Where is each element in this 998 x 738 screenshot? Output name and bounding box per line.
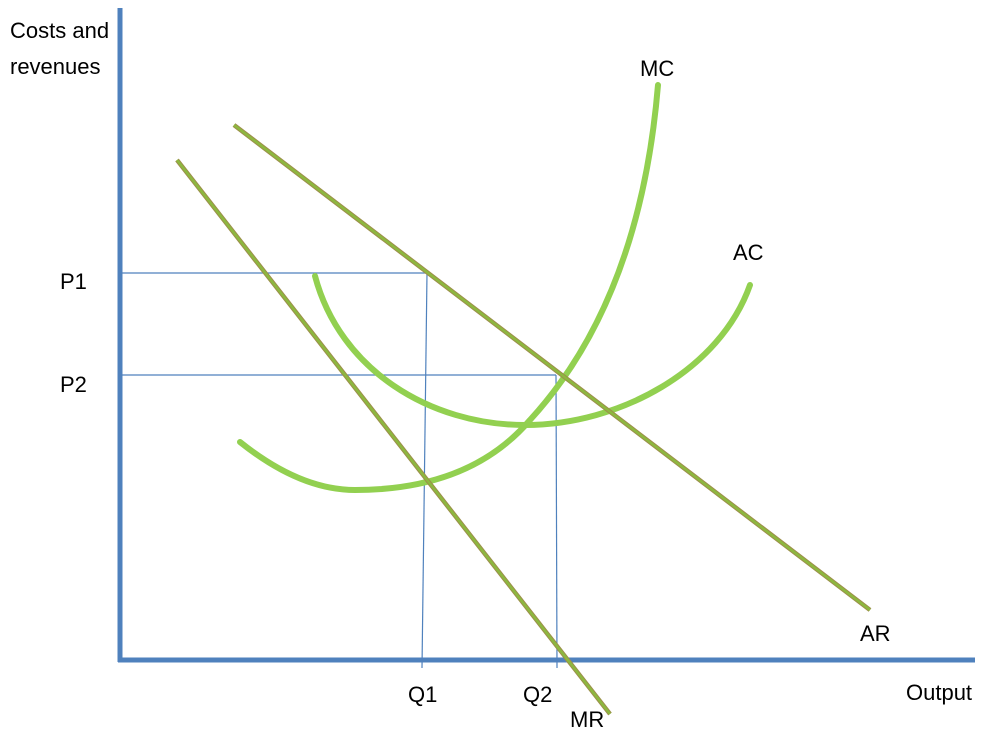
ar-label: AR [860,621,891,646]
ac-label: AC [733,240,764,265]
mc-curve [237,82,661,494]
mr-line [175,158,612,716]
ac-curve [312,273,753,429]
mc-label: MC [640,56,674,81]
y-axis-label-line2: revenues [10,54,101,79]
x-axis-label: Output [906,680,972,705]
ar-line [232,123,872,612]
p2-label: P2 [60,372,87,397]
q2-guide-line [555,374,558,669]
q1-label: Q1 [408,682,437,707]
q1-guide-line [421,272,428,669]
y-axis-label-line1: Costs and [10,18,109,43]
q2-label: Q2 [523,682,552,707]
p1-label: P1 [60,269,87,294]
mr-label: MR [570,707,604,732]
